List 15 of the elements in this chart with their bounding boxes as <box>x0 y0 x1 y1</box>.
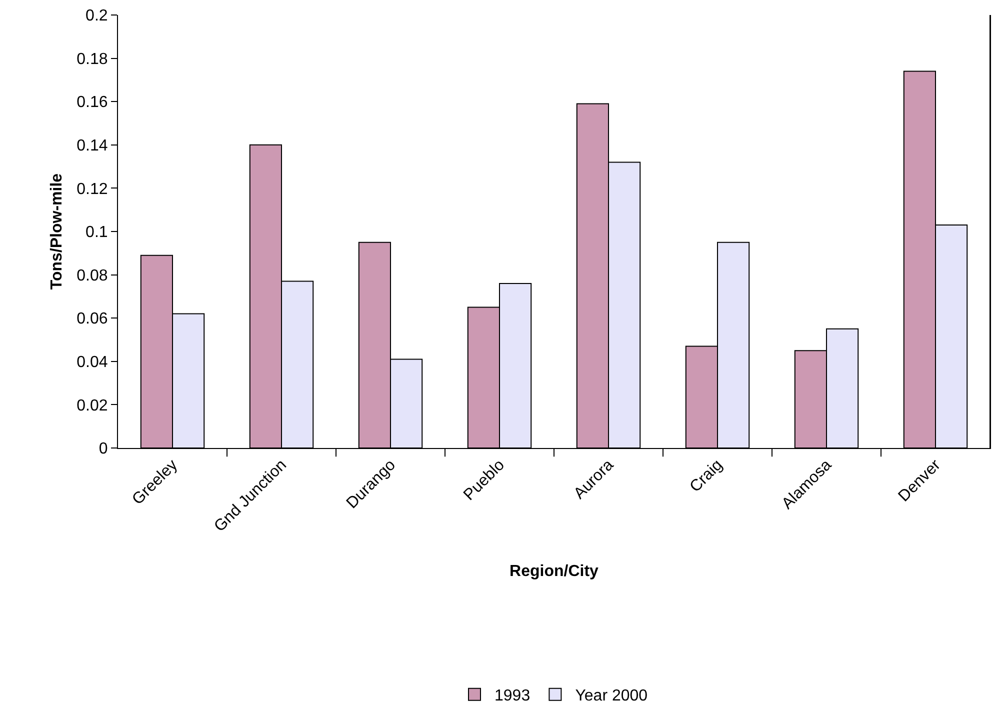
legend-label: 1993 <box>494 688 530 705</box>
y-tick-label: 0.04 <box>76 354 108 371</box>
legend-label: Year 2000 <box>575 688 648 705</box>
y-tick-label: 0.12 <box>76 180 108 198</box>
y-tick-label: 0.1 <box>86 224 108 242</box>
y-tick-label: 0.2 <box>86 8 108 25</box>
y-tick-label: 0.16 <box>76 94 108 112</box>
y-axis-title: Tons/Plow-mile <box>48 173 66 290</box>
y-tick-label: 0.14 <box>76 138 108 154</box>
y-tick-label: 0.18 <box>76 50 108 68</box>
y-tick-label: 0.06 <box>76 310 108 328</box>
y-tick-label: 0 <box>98 440 108 458</box>
y-tick-label: 0.08 <box>76 267 108 284</box>
x-axis-title: Region/City <box>510 563 599 580</box>
y-tick-label: 0.02 <box>76 397 108 414</box>
